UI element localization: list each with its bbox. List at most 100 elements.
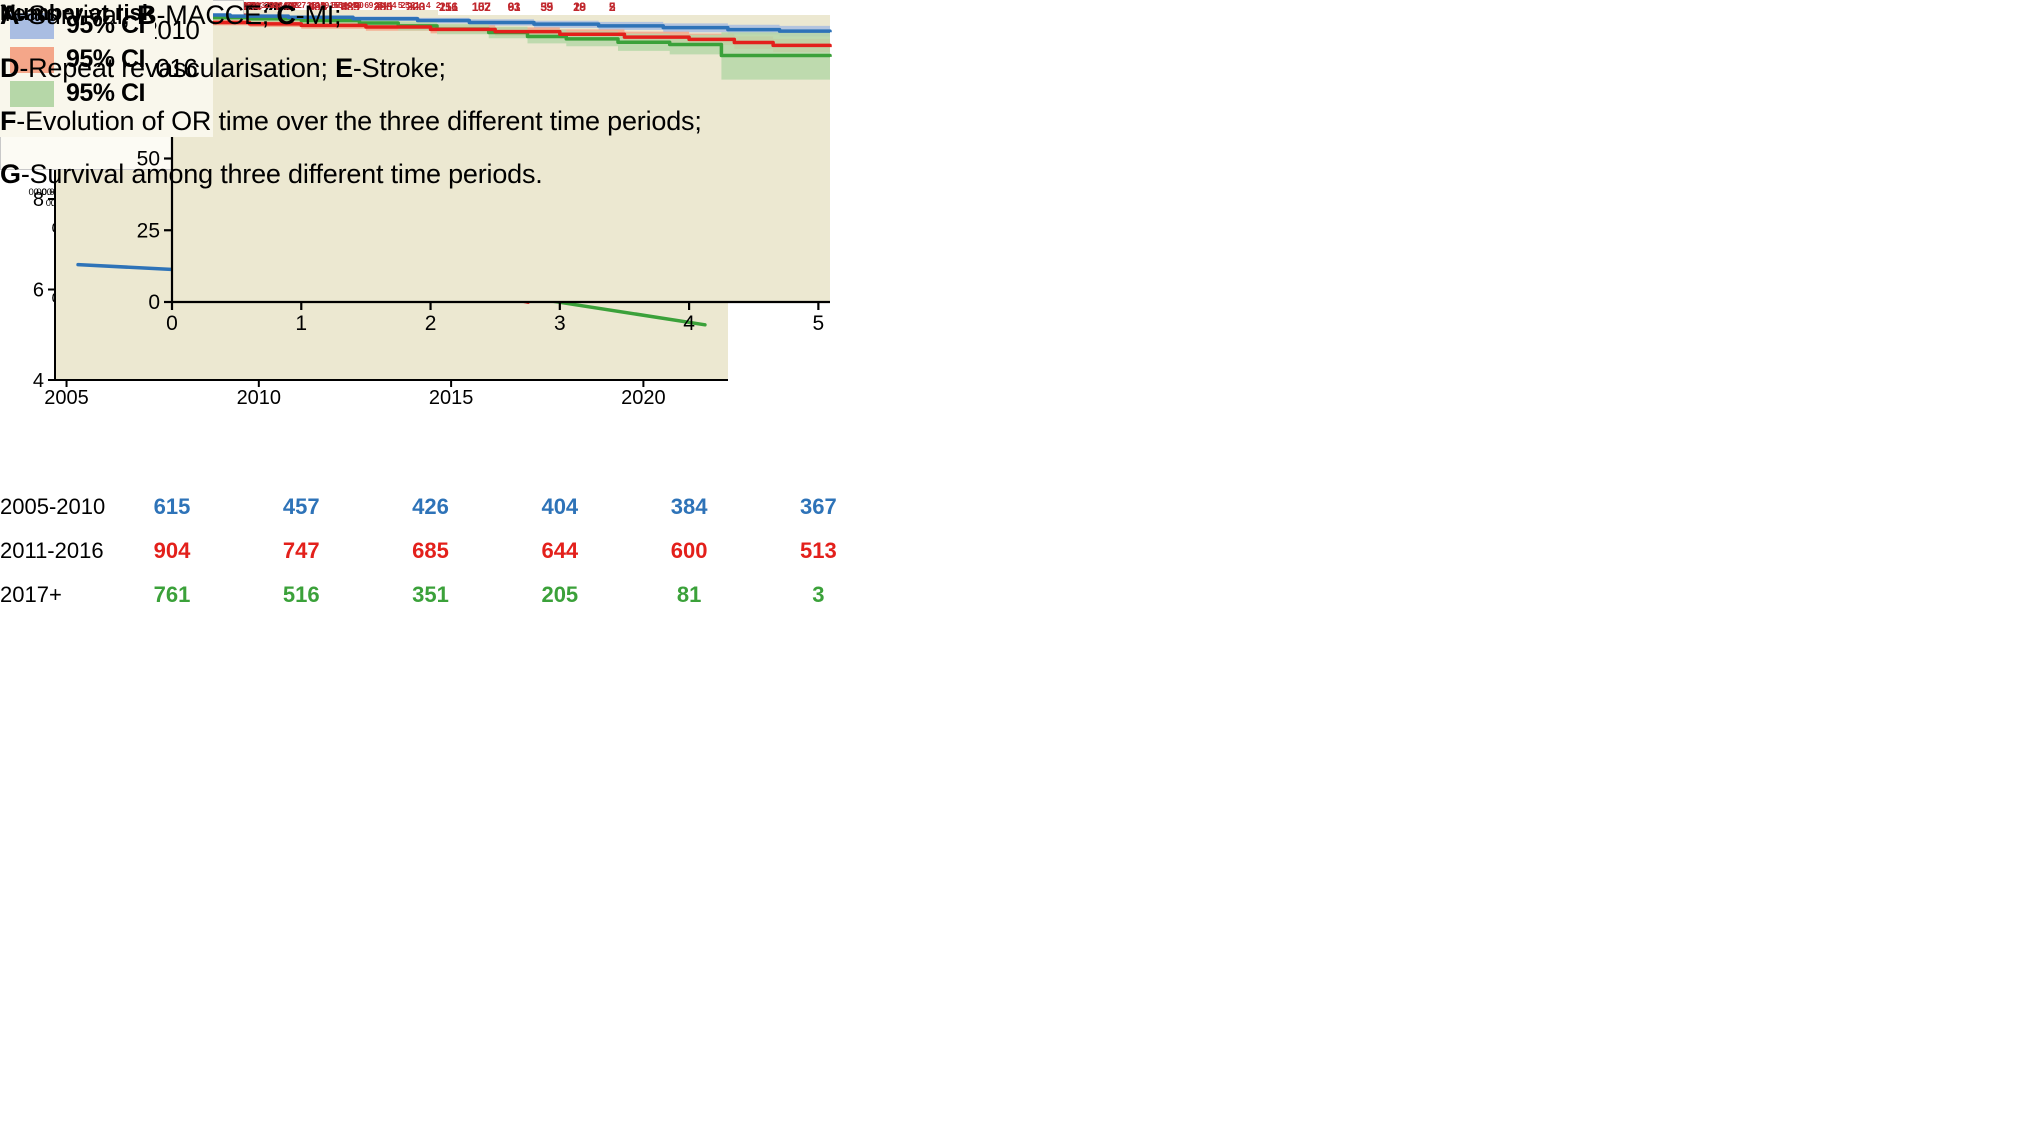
risk-value: 457 [282,494,320,519]
caption-segment: G [0,159,21,189]
risk-value: 90 [354,0,364,10]
risk-value: 50 [352,0,362,10]
risk-value: 600 [670,538,708,563]
panel-g-legend-ci: 95% CI 95% CI 95% CI [0,0,155,119]
legend-label: 95% CI [66,79,145,107]
svg-text:0: 0 [166,312,178,335]
caption-segment: -MACCE; [156,0,277,30]
risk-value: 396 [246,0,260,10]
chart-svg: 1007550250012345 [125,4,832,335]
risk-value: 296 [264,0,277,10]
risk-value: 102 [471,0,491,14]
caption-segment: D [0,53,20,83]
panel-g-xlabel: Years [0,0,58,26]
legend-item: 95% CI [10,79,145,108]
svg-text:8: 8 [33,189,44,211]
caption-segment: -Stroke; [352,53,446,83]
svg-text:5: 5 [813,312,825,335]
caption-line: D-Repeat revascularisation; E-Stroke; [0,53,702,84]
risk-value: 159 [316,0,329,10]
risk-value: 19 [573,0,586,14]
caption-segment: B [137,0,157,30]
legend-label: 95% CI [66,11,145,39]
risk-value: 157 [471,0,491,14]
risk-value: 5 [397,0,403,10]
risk-value: 205 [541,582,579,607]
svg-text:0: 0 [148,291,160,314]
svg-text:2020: 2020 [621,387,666,409]
green-ci-swatch [10,80,54,107]
caption-segment: E [335,53,353,83]
risk-value: 28 [573,0,586,14]
caption-segment: -Survival among three different time per… [20,159,543,189]
caption-line: F-Evolution of OR time over the three di… [0,106,702,137]
caption-segment: -Survival; [19,0,138,30]
svg-text:1: 1 [295,312,307,335]
blue-ci-swatch [10,12,54,39]
legend-item: 95% CI [10,45,145,74]
risk-value: 208 [285,0,299,10]
risk-value: 298 [269,0,283,10]
svg-text:2: 2 [425,312,437,335]
caption-segment: -MI; [295,0,342,30]
risk-value: 155 [329,0,343,10]
svg-text:2015: 2015 [429,387,474,409]
caption-segment: F [0,106,17,136]
svg-text:4: 4 [683,312,695,335]
risk-value: 21 [410,0,420,10]
svg-text:0.00: 0.00 [42,187,61,198]
risk-value: 54 [377,0,387,10]
panel-g-risk-header: Number at risk [0,0,155,25]
svg-text:25: 25 [137,219,160,242]
risk-value: 426 [412,494,449,519]
risk-value: 299 [283,0,297,10]
risk-value: 109 [339,0,352,10]
risk-value: 151 [307,0,321,10]
risk-value: 2 [435,0,441,10]
caption-line: G-Survival among three different time pe… [0,159,702,190]
risk-value: 151 [438,0,458,14]
risk-value: 747 [282,538,320,563]
risk-value: 63 [507,0,521,14]
risk-value: 69 [364,0,373,10]
panel-g-chart: 1007550250012345 [0,0,841,350]
svg-text:6: 6 [33,279,44,301]
figure-caption: A-Survival; B-MACCE; C-MI; D-Repeat reva… [0,0,702,212]
risk-value: 685 [412,538,449,563]
risk-value: 761 [153,582,191,607]
risk-value: 25 [400,0,410,10]
risk-value: 24 [374,0,383,10]
caption-line: A-Survival; B-MACCE; C-MI; [0,0,702,31]
risk-row-label-2005-2010: 2005-2010 [0,494,106,519]
legend-item: 95% CI [10,11,145,40]
svg-text:0.00: 0.00 [29,187,48,198]
svg-text:3: 3 [554,312,566,335]
risk-value: 86 [331,0,340,10]
svg-text:2010: 2010 [237,387,282,409]
risk-value: 377 [242,0,256,10]
risk-value: 5 [608,0,616,14]
legend-label: 95% CI [66,45,145,73]
risk-value: 516 [282,582,320,607]
risk-value: 39 [540,0,553,14]
risk-value: 91 [507,0,521,14]
risk-value: 379 [260,0,274,10]
svg-text:50: 50 [137,148,160,171]
risk-value: 351 [412,582,449,607]
risk-value: 615 [153,494,191,519]
risk-value: 44 [387,0,397,10]
risk-value: 404 [541,494,579,519]
caption-segment: -Repeat revascularisation; [19,53,336,83]
risk-value: 227 [292,0,306,10]
risk-value: 644 [541,538,579,563]
risk-value: 476 [237,0,251,10]
svg-text:2005: 2005 [44,387,89,409]
risk-row-label-2011-2016: 2011-2016 [0,538,104,563]
risk-value: 367 [800,494,837,519]
risk-value: 216 [438,0,458,14]
svg-text:4: 4 [33,370,44,392]
caption-segment: C [276,0,296,30]
svg-text:0.00: 0.00 [34,187,53,198]
risk-value: 904 [153,538,191,563]
